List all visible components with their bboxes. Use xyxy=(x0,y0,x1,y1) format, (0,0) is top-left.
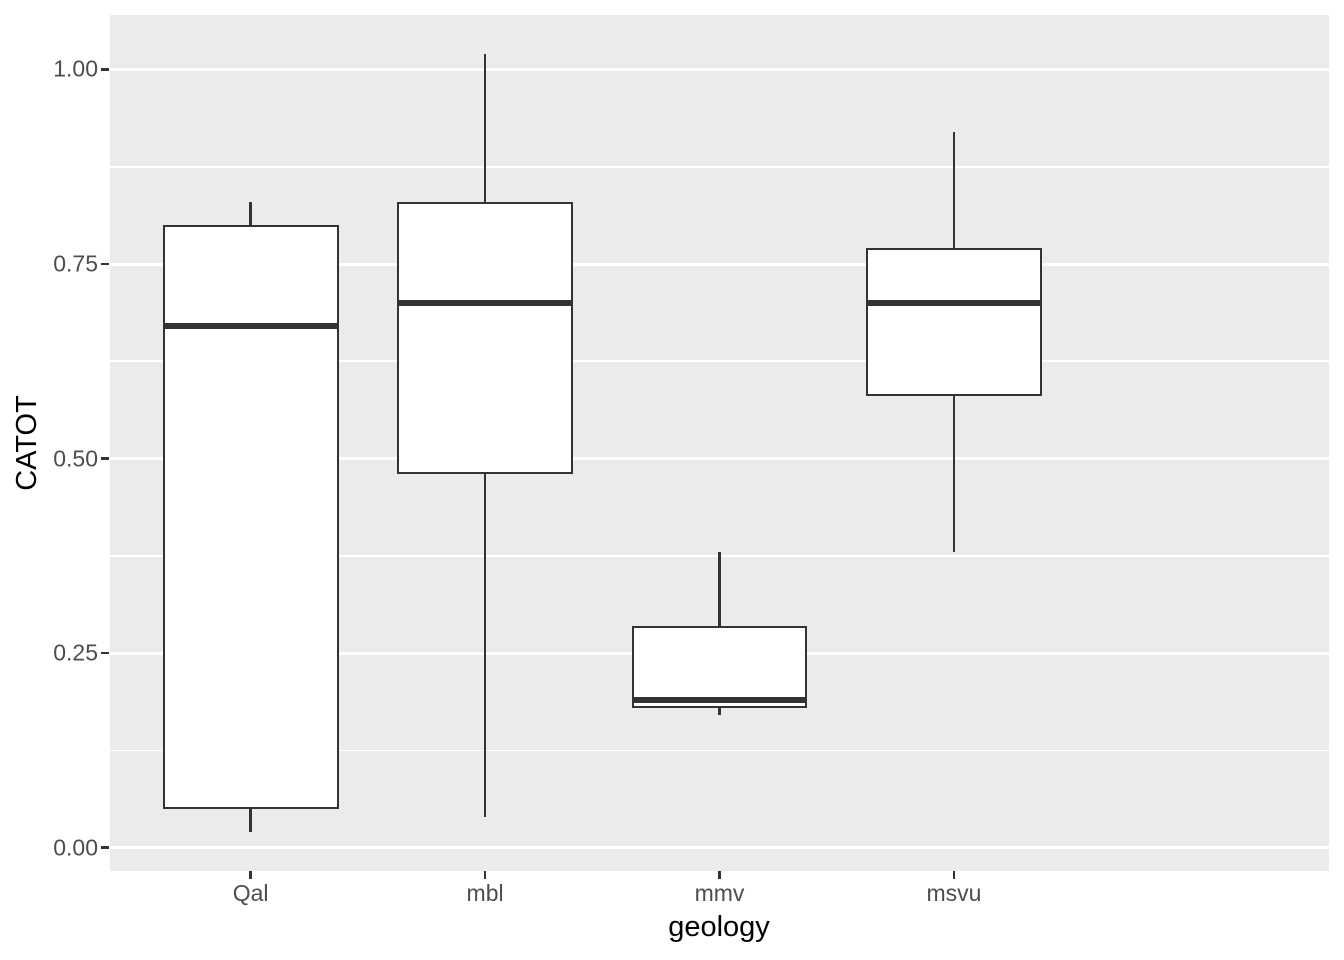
y-tick-mark xyxy=(101,846,109,849)
y-tick-mark xyxy=(101,457,109,460)
median-line-msvu xyxy=(866,299,1042,306)
x-tick-label: msvu xyxy=(926,880,982,906)
y-tick-mark xyxy=(101,651,109,655)
x-tick-label: Qal xyxy=(232,880,269,906)
gridline-major xyxy=(110,457,1329,461)
x-tick-mark xyxy=(483,871,487,879)
y-tick-mark xyxy=(101,262,109,266)
gridline-major xyxy=(110,67,1329,71)
boxplot-box-Qal xyxy=(162,225,339,809)
y-tick-label: 0.00 xyxy=(53,834,98,861)
gridline-major xyxy=(110,262,1329,266)
x-tick-label: mbl xyxy=(466,880,504,906)
plot-panel xyxy=(110,15,1329,871)
boxplot-box-mbl xyxy=(397,201,573,475)
boxplot-box-mmv xyxy=(631,625,808,708)
x-tick-mark xyxy=(718,871,721,879)
boxplot-box-msvu xyxy=(866,248,1042,397)
x-tick-mark xyxy=(249,871,252,879)
x-tick-label: mmv xyxy=(694,880,745,906)
x-axis-title: geology xyxy=(668,911,770,943)
median-line-mmv xyxy=(631,696,808,703)
gridline-minor xyxy=(110,360,1329,363)
gridline-major xyxy=(110,846,1329,850)
y-axis-title: CATOT xyxy=(11,395,43,491)
y-tick-label: 0.50 xyxy=(53,445,98,472)
x-tick-mark xyxy=(952,871,956,879)
gridline-minor xyxy=(110,165,1329,168)
gridline-minor xyxy=(110,749,1329,752)
y-tick-label: 1.00 xyxy=(53,55,98,82)
y-tick-label: 0.25 xyxy=(53,639,98,666)
median-line-Qal xyxy=(162,323,339,330)
y-tick-label: 0.75 xyxy=(53,250,98,277)
median-line-mbl xyxy=(397,299,573,306)
y-tick-mark xyxy=(101,68,109,71)
